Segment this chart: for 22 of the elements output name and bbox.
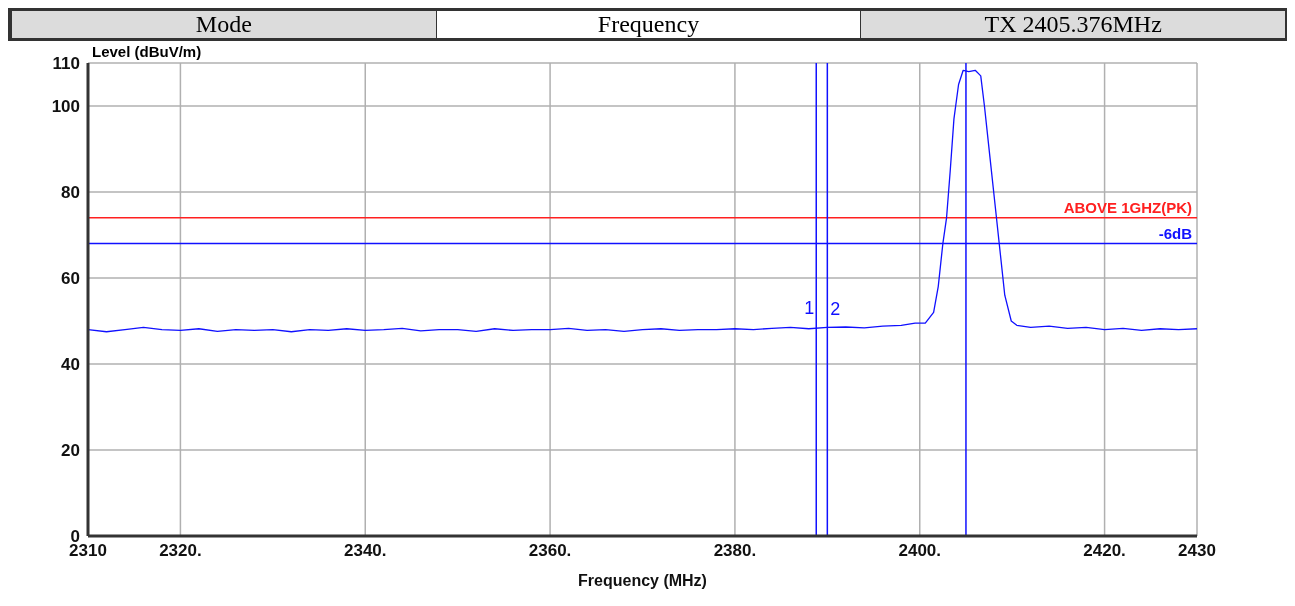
y-tick-label: 60 bbox=[61, 269, 80, 289]
x-tick-label: 2420. bbox=[1083, 541, 1126, 561]
text: Frequency bbox=[436, 11, 862, 38]
y-axis-title: Level (dBuV/m) bbox=[92, 43, 202, 60]
annotation: 2 bbox=[830, 299, 841, 320]
y-tick-label: 40 bbox=[61, 355, 80, 375]
x-tick-label: 2360. bbox=[528, 541, 572, 561]
annotation: 1 bbox=[804, 297, 815, 318]
x-axis-title: Frequency (MHz) bbox=[578, 572, 707, 589]
x-tick-label: 2430 bbox=[1178, 541, 1216, 561]
y-tick-label: 100 bbox=[51, 97, 80, 117]
x-tick-label: 2340. bbox=[343, 541, 387, 561]
text: TX 2405.376MHz bbox=[861, 11, 1287, 38]
ref-line-label: ABOVE 1GHZ(PK) bbox=[1063, 198, 1192, 216]
y-tick-label: 110 bbox=[52, 54, 80, 74]
x-tick-label: 2380. bbox=[713, 541, 757, 561]
text: Mode bbox=[12, 11, 437, 38]
y-tick-label: 80 bbox=[61, 183, 80, 203]
ref-line-label: -6dB bbox=[1158, 224, 1193, 242]
x-tick-label: 2320. bbox=[159, 541, 202, 561]
y-tick-label: 20 bbox=[61, 441, 80, 461]
x-tick-label: 2400. bbox=[898, 541, 942, 561]
